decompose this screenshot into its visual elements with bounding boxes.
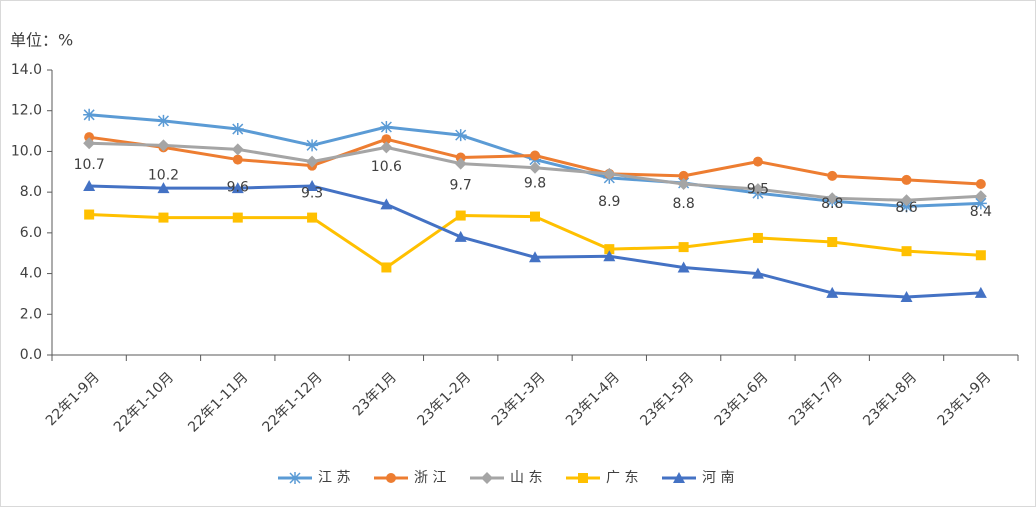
marker [530, 211, 540, 222]
marker [307, 212, 318, 223]
marker [974, 197, 987, 210]
data-label: 9.8 [524, 176, 546, 192]
legend-label: 山 东 [510, 470, 542, 486]
marker [900, 200, 913, 213]
marker [306, 139, 319, 152]
series [83, 137, 987, 207]
marker [677, 178, 690, 190]
legend-label: 浙 江 [414, 470, 446, 486]
marker [381, 134, 392, 145]
y-tick-label: 6.0 [20, 225, 42, 241]
marker [900, 194, 913, 207]
marker [578, 473, 588, 483]
series [83, 180, 987, 302]
y-tick-label: 10.0 [11, 143, 42, 159]
data-label: 8.6 [895, 200, 917, 216]
marker [83, 180, 96, 192]
marker [306, 155, 319, 168]
data-label: 8.4 [970, 204, 992, 220]
series [84, 209, 986, 273]
marker [827, 170, 838, 181]
marker [380, 198, 393, 210]
y-tick-label: 2.0 [20, 306, 42, 322]
marker [157, 114, 170, 127]
marker [454, 157, 467, 170]
marker [826, 286, 839, 298]
marker [83, 137, 96, 150]
data-label: 8.8 [821, 196, 843, 212]
marker [386, 473, 396, 483]
marker [975, 250, 986, 261]
marker [232, 154, 243, 165]
marker [678, 170, 689, 181]
data-label: 9.7 [450, 178, 472, 194]
y-tick-label: 4.0 [20, 266, 42, 282]
data-label: 10.7 [74, 157, 105, 173]
marker [827, 237, 838, 248]
data-label: 8.9 [598, 194, 620, 210]
marker [603, 250, 616, 262]
legend-label: 广 东 [606, 470, 638, 486]
marker [231, 182, 244, 194]
marker [529, 251, 541, 263]
data-label: 9.3 [301, 186, 323, 202]
marker [157, 182, 170, 194]
marker [231, 143, 244, 156]
marker [751, 267, 764, 279]
marker [289, 472, 301, 484]
marker [752, 232, 763, 243]
marker [481, 472, 493, 484]
marker [752, 156, 763, 167]
marker [901, 246, 912, 257]
marker [975, 179, 986, 189]
marker [157, 139, 170, 152]
data-label: 9.6 [227, 180, 249, 196]
marker [455, 152, 466, 163]
legend-label: 河 南 [702, 470, 734, 486]
y-tick-label: 14.0 [11, 62, 42, 78]
marker [673, 472, 685, 483]
legend-label: 江 苏 [318, 470, 350, 486]
data-label: 10.6 [371, 159, 402, 175]
marker [306, 180, 319, 192]
marker [83, 108, 96, 121]
unit-label: 单位：% [10, 31, 73, 50]
marker [529, 161, 541, 174]
marker [901, 174, 912, 185]
marker [158, 212, 169, 223]
data-label: 8.8 [672, 196, 694, 212]
marker [974, 286, 987, 298]
y-tick-label: 12.0 [11, 103, 42, 119]
y-tick-label: 8.0 [20, 184, 42, 200]
marker [677, 261, 690, 273]
marker [380, 121, 393, 133]
marker [381, 262, 392, 273]
marker [751, 183, 764, 196]
marker [530, 150, 540, 161]
marker [232, 212, 243, 223]
marker [974, 190, 987, 203]
marker [231, 123, 244, 136]
marker [826, 192, 839, 205]
marker [603, 167, 616, 180]
marker [380, 141, 393, 154]
data-label: 9.5 [747, 182, 769, 198]
marker [84, 209, 95, 220]
marker [454, 230, 467, 242]
y-tick-label: 0.0 [20, 347, 42, 363]
marker [678, 242, 689, 253]
marker [900, 290, 913, 302]
marker [455, 210, 466, 221]
marker [454, 129, 467, 142]
marker [84, 132, 95, 143]
data-label: 10.2 [148, 167, 179, 183]
marker [604, 244, 615, 255]
